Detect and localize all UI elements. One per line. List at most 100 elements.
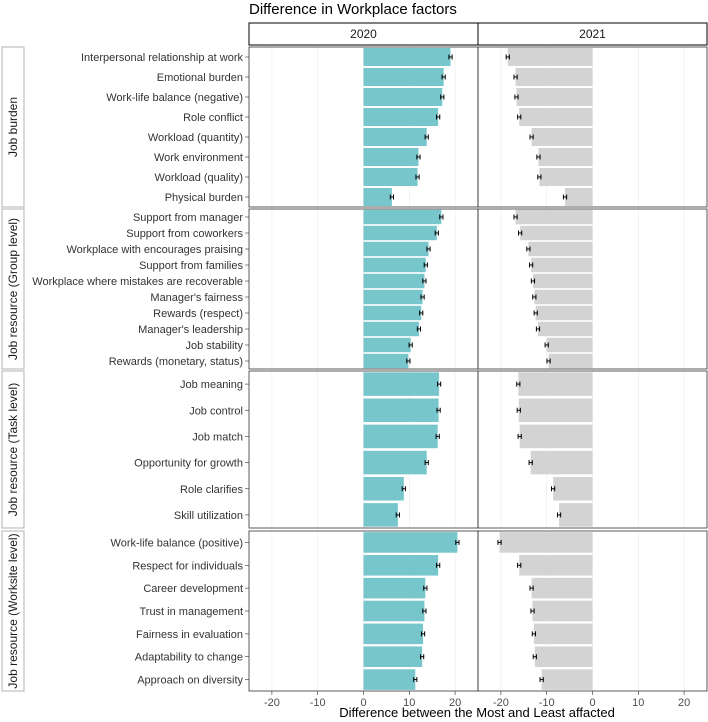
bar-2020 [363, 398, 439, 423]
bar-2021 [531, 128, 593, 146]
bar-2021 [532, 600, 593, 622]
category-label: Rewards (respect) [153, 308, 243, 320]
category-label: Respect for individuals [132, 560, 243, 572]
bar-2020 [363, 555, 439, 576]
bar-2021 [537, 321, 593, 337]
bar-2020 [363, 646, 423, 667]
bar-2021 [534, 289, 593, 305]
bar-2021 [515, 68, 593, 86]
category-label: Job match [192, 431, 243, 443]
category-label: Support from manager [133, 212, 243, 224]
bar-2021 [519, 108, 593, 126]
category-label: Workplace with encourages praising [67, 244, 244, 256]
bar-2020 [363, 450, 427, 475]
category-label: Rewards (monetary, status) [109, 356, 243, 368]
category-label: Workload (quantity) [148, 132, 243, 144]
bar-2020 [363, 108, 439, 126]
x-tick-label: 10 [632, 697, 644, 709]
bar-2021 [548, 353, 593, 369]
category-label: Role clarifies [180, 484, 243, 496]
group-label: Job resource (Task level) [6, 383, 20, 516]
category-label: Workload (quality) [155, 172, 243, 184]
category-label: Skill utilization [174, 510, 243, 522]
x-tick-label: -20 [264, 697, 280, 709]
x-tick-label: 10 [403, 697, 415, 709]
category-label: Physical burden [165, 192, 243, 204]
x-tick-label: 0 [589, 697, 595, 709]
bar-2021 [533, 623, 593, 645]
category-label: Job control [189, 405, 243, 417]
bar-2021 [518, 398, 593, 423]
category-label: Work-life balance (positive) [111, 537, 243, 549]
x-tick-label: -10 [310, 697, 326, 709]
bar-2020 [363, 68, 444, 86]
category-label: Job stability [186, 340, 244, 352]
chart-title: Difference in Workplace factors [249, 1, 457, 18]
bar-2020 [363, 337, 411, 353]
bar-2021 [531, 577, 593, 599]
bar-2020 [363, 305, 422, 321]
bar-2021 [519, 555, 593, 576]
panel-strip-2021 [477, 22, 708, 46]
bar-2021 [538, 148, 593, 166]
category-label: Fairness in evaluation [136, 629, 243, 641]
group-strip [1, 208, 25, 370]
bar-2020 [363, 241, 429, 257]
x-tick-label: 20 [678, 697, 690, 709]
bar-2020 [363, 128, 427, 146]
bar-2020 [363, 600, 425, 622]
bar-2020 [363, 225, 437, 241]
group-label: Job resource (Worksite level) [6, 533, 20, 688]
bar-2021 [534, 646, 593, 667]
x-axis-title: Difference between the Most and Least af… [339, 705, 615, 720]
panel-label-2020: 2020 [350, 27, 377, 41]
bar-2021 [535, 305, 593, 321]
category-label: Approach on diversity [137, 675, 243, 687]
category-label: Opportunity for growth [134, 458, 243, 470]
bar-2020 [363, 623, 424, 645]
bar-2020 [363, 188, 392, 206]
bar-2021 [541, 669, 593, 690]
bar-2021 [515, 209, 593, 225]
group-label: Job burden [6, 97, 20, 157]
bar-2020 [363, 209, 442, 225]
bar-2021 [516, 88, 593, 106]
category-label: Work environment [154, 152, 243, 164]
bar-2020 [363, 424, 438, 449]
bar-2021 [499, 532, 593, 553]
category-label: Workplace where mistakes are recoverable [32, 276, 243, 288]
category-label: Role conflict [183, 112, 243, 124]
bar-2021 [528, 241, 593, 257]
bar-2021 [565, 188, 593, 206]
category-label: Support from families [139, 260, 243, 272]
x-tick-label: 0 [360, 697, 366, 709]
bar-2020 [363, 503, 398, 527]
category-label: Manager's leadership [138, 324, 243, 336]
x-tick-label: -10 [539, 697, 555, 709]
panel-border [477, 46, 708, 208]
bar-2020 [363, 476, 404, 501]
bar-2021 [559, 503, 593, 527]
category-label: Trust in management [139, 606, 243, 618]
bar-2020 [363, 148, 419, 166]
bar-2021 [553, 476, 593, 501]
bar-2020 [363, 372, 440, 396]
category-label: Adaptability to change [135, 652, 243, 664]
bar-2021 [530, 450, 593, 475]
category-label: Manager's fairness [150, 292, 243, 304]
group-strip [1, 530, 25, 692]
category-label: Work-life balance (negative) [106, 92, 243, 104]
category-label: Career development [143, 583, 243, 595]
x-tick-label: -20 [493, 697, 509, 709]
bar-2021 [519, 424, 593, 449]
group-strip [1, 46, 25, 208]
category-label: Emotional burden [157, 72, 243, 84]
bar-2020 [363, 168, 418, 186]
panel-label-2021: 2021 [579, 27, 606, 41]
category-label: Support from coworkers [126, 228, 243, 240]
bar-2021 [520, 225, 593, 241]
bar-2020 [363, 577, 426, 599]
panel-border [477, 370, 708, 529]
bar-2020 [363, 289, 423, 305]
